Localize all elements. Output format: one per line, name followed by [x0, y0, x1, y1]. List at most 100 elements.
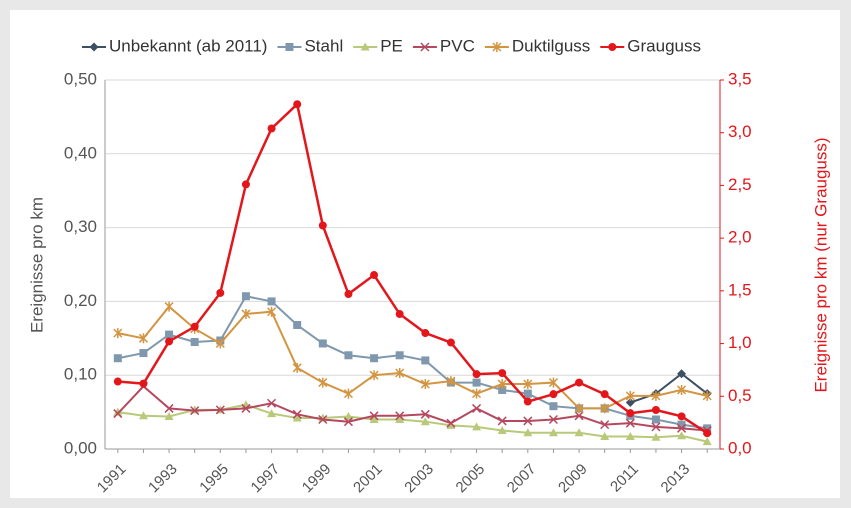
- marker: [164, 301, 174, 312]
- y2-tick-label: 2,0: [728, 228, 752, 247]
- marker: [703, 424, 712, 433]
- marker: [651, 415, 660, 424]
- y-tick-label: 0,50: [64, 69, 97, 88]
- marker: [651, 405, 660, 414]
- marker: [113, 409, 123, 419]
- marker: [113, 328, 123, 339]
- marker: [369, 370, 379, 381]
- marker: [292, 413, 302, 422]
- marker: [344, 351, 353, 360]
- marker: [574, 411, 584, 421]
- marker: [523, 416, 533, 426]
- marker: [651, 422, 661, 432]
- marker: [677, 412, 686, 421]
- marker: [472, 403, 482, 413]
- marker: [421, 356, 430, 365]
- marker: [702, 390, 712, 401]
- marker: [497, 379, 507, 390]
- marker: [369, 411, 379, 421]
- y2-tick-label: 3,5: [728, 69, 752, 88]
- y-axis-label: Ereignisse pro km: [27, 197, 46, 333]
- marker: [395, 414, 405, 423]
- marker: [370, 354, 379, 363]
- marker: [677, 431, 687, 440]
- marker: [293, 100, 302, 109]
- marker: [575, 378, 584, 387]
- series-line: [117, 305, 708, 410]
- marker: [651, 432, 661, 441]
- y-tick-label: 0,00: [64, 438, 97, 457]
- marker: [420, 42, 430, 52]
- marker: [241, 308, 251, 319]
- marker: [395, 351, 404, 360]
- marker: [497, 416, 507, 426]
- marker: [600, 431, 610, 440]
- y2-tick-label: 1,5: [728, 280, 752, 299]
- marker: [625, 390, 635, 401]
- marker: [498, 369, 507, 378]
- series-line: [629, 372, 708, 404]
- marker: [626, 409, 635, 418]
- marker: [164, 403, 174, 413]
- marker: [241, 403, 251, 413]
- y-tick-label: 0,10: [64, 365, 97, 384]
- marker: [89, 42, 99, 52]
- marker: [651, 390, 661, 401]
- marker: [344, 290, 353, 299]
- marker: [216, 288, 225, 297]
- marker: [677, 420, 686, 429]
- series-line: [117, 384, 708, 432]
- marker: [138, 333, 148, 344]
- marker: [420, 409, 430, 419]
- marker: [420, 379, 430, 390]
- marker: [292, 362, 302, 373]
- legend-label: Stahl: [304, 36, 343, 55]
- marker: [113, 407, 123, 416]
- marker: [190, 337, 199, 346]
- marker: [446, 376, 456, 387]
- marker: [574, 403, 584, 414]
- marker: [369, 414, 379, 423]
- y2-tick-label: 3,0: [728, 122, 752, 141]
- marker: [523, 428, 533, 437]
- marker: [497, 426, 507, 435]
- marker: [600, 403, 610, 414]
- marker: [139, 379, 148, 388]
- marker: [549, 402, 558, 411]
- marker: [574, 428, 584, 437]
- y2-tick-label: 1,0: [728, 333, 752, 352]
- marker: [267, 398, 277, 408]
- marker: [190, 406, 200, 416]
- marker: [318, 339, 327, 348]
- marker: [548, 377, 558, 388]
- y-tick-label: 0,30: [64, 217, 97, 236]
- marker: [472, 370, 481, 379]
- marker: [113, 354, 122, 363]
- marker: [215, 405, 225, 415]
- marker: [343, 417, 353, 427]
- marker: [241, 180, 250, 189]
- marker: [165, 330, 174, 339]
- marker: [625, 418, 635, 428]
- marker: [420, 417, 430, 426]
- y2-axis-label: Ereignisse pro km (nur Grauguss): [811, 137, 830, 392]
- marker: [113, 377, 122, 386]
- marker: [677, 384, 687, 395]
- marker: [343, 388, 353, 399]
- y2-tick-label: 0,5: [728, 386, 752, 405]
- marker: [318, 414, 328, 425]
- marker: [241, 292, 250, 301]
- marker: [318, 221, 327, 230]
- marker: [395, 367, 405, 378]
- marker: [498, 385, 507, 394]
- marker: [446, 418, 456, 428]
- marker: [625, 398, 635, 408]
- marker: [165, 337, 174, 346]
- marker: [549, 390, 558, 399]
- marker: [318, 377, 328, 388]
- legend-label: PE: [380, 36, 403, 55]
- marker: [292, 409, 302, 419]
- marker: [446, 338, 455, 347]
- y2-tick-label: 2,5: [728, 175, 752, 194]
